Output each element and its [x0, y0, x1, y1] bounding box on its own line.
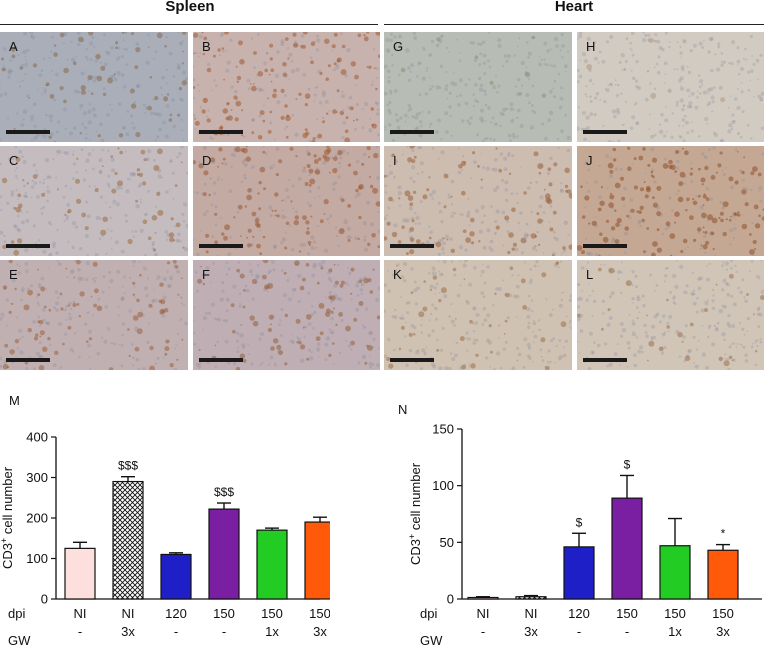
y-tick-label: 0 — [447, 592, 454, 607]
scale-bar — [583, 244, 627, 248]
scale-bar — [6, 130, 50, 134]
heart-rule — [384, 24, 764, 25]
micrograph-panel-H: H — [577, 32, 764, 142]
gw-row-label: GW — [420, 633, 443, 648]
bar — [304, 521, 330, 600]
x-tick-label-dpi: NI — [122, 606, 135, 621]
bar — [611, 497, 643, 600]
x-tick-label-dpi: 150 — [712, 606, 734, 621]
x-tick-label-dpi: 150 — [309, 606, 330, 621]
scale-bar — [6, 358, 50, 362]
chart-N: 0 50 100 150 CD3+ cell number dpi GW NI - NI 3x $12… — [407, 422, 762, 648]
significance-label: * — [721, 527, 726, 541]
bar — [659, 545, 691, 600]
bar — [256, 529, 288, 600]
bar — [208, 508, 240, 600]
micrograph-panel-G: G — [384, 32, 572, 142]
x-tick-label-gw: 1x — [265, 624, 279, 639]
bar — [112, 480, 144, 600]
spleen-rule — [0, 24, 378, 25]
x-tick-label-gw: - — [174, 624, 178, 639]
x-tick-label-gw: 1x — [668, 624, 682, 639]
y-tick-label: 50 — [440, 535, 454, 550]
micrograph-label-L: L — [586, 267, 594, 282]
bar — [515, 596, 547, 600]
significance-label: $$$ — [214, 485, 234, 499]
scale-bar — [390, 358, 434, 362]
x-tick-label-dpi: 150 — [213, 606, 235, 621]
x-tick-label-gw: - — [625, 624, 629, 639]
chart-M: 0 100 200 300 400 CD3+ cell number dpi GW NI - $$$… — [0, 430, 330, 648]
scale-bar — [6, 244, 50, 248]
bar — [160, 553, 192, 600]
x-tick-label-gw: 3x — [524, 624, 538, 639]
micrograph-label-J: J — [586, 153, 593, 168]
micrograph-label-B: B — [202, 39, 211, 54]
micrograph-label-F: F — [202, 267, 210, 282]
scale-bar — [199, 244, 243, 248]
micrograph-panel-D: D — [193, 146, 380, 256]
panel-label-N: N — [398, 402, 408, 417]
micrograph-panel-B: B — [193, 32, 380, 142]
x-tick-label-dpi: 150 — [616, 606, 638, 621]
y-tick-label: 100 — [26, 551, 48, 566]
x-tick-label-gw: 3x — [313, 624, 327, 639]
micrograph-label-I: I — [393, 153, 397, 168]
scale-bar — [390, 244, 434, 248]
micrograph-panel-A: A — [0, 32, 188, 142]
x-tick-label-dpi: 120 — [568, 606, 590, 621]
micrograph-label-D: D — [202, 153, 212, 168]
x-tick-label-dpi: 150 — [664, 606, 686, 621]
scale-bar — [390, 130, 434, 134]
micrograph-label-C: C — [9, 153, 19, 168]
bar — [707, 549, 739, 600]
significance-label: $$$ — [118, 459, 138, 473]
micrograph-panel-I: I — [384, 146, 572, 256]
y-tick-label: 150 — [432, 422, 454, 437]
x-tick-label-gw: 3x — [121, 624, 135, 639]
micrograph-panel-K: K — [384, 260, 572, 370]
y-axis-label: CD3+ cell number — [407, 462, 423, 565]
panel-label-M: M — [9, 393, 20, 408]
micrograph-label-E: E — [9, 267, 18, 282]
x-tick-label-dpi: NI — [477, 606, 490, 621]
x-tick-label-gw: - — [481, 624, 485, 639]
scale-bar — [583, 358, 627, 362]
micrograph-label-G: G — [393, 39, 404, 54]
micrograph-panel-E: E — [0, 260, 188, 370]
x-tick-label-gw: - — [222, 624, 226, 639]
spleen-header: Spleen — [165, 0, 215, 15]
micrograph-label-K: K — [393, 267, 402, 282]
significance-label: $ — [624, 457, 631, 471]
y-axis-label: CD3+ cell number — [0, 466, 15, 569]
dpi-row-label: dpi — [420, 606, 437, 621]
y-tick-label: 100 — [432, 478, 454, 493]
micrograph-panel-F: F — [193, 260, 380, 370]
micrograph-label-A: A — [9, 39, 18, 54]
scale-bar — [199, 130, 243, 134]
x-tick-label-dpi: NI — [74, 606, 87, 621]
y-tick-label: 0 — [41, 592, 48, 607]
heart-header: Heart — [554, 0, 594, 15]
dpi-row-label: dpi — [8, 606, 25, 621]
micrograph-panel-J: J — [577, 146, 764, 256]
scale-bar — [583, 130, 627, 134]
x-tick-label-gw: 3x — [716, 624, 730, 639]
x-tick-label-dpi: 120 — [165, 606, 187, 621]
bar — [64, 547, 96, 600]
x-tick-label-dpi: NI — [525, 606, 538, 621]
y-tick-label: 400 — [26, 430, 48, 445]
x-tick-label-gw: - — [577, 624, 581, 639]
bar — [563, 546, 595, 600]
scale-bar — [199, 358, 243, 362]
significance-label: $ — [576, 515, 583, 529]
micrograph-label-H: H — [586, 39, 596, 54]
micrograph-panel-C: C — [0, 146, 188, 256]
y-tick-label: 300 — [26, 470, 48, 485]
x-tick-label-gw: - — [78, 624, 82, 639]
gw-row-label: GW — [8, 633, 31, 648]
micrograph-panel-L: L — [577, 260, 764, 370]
y-tick-label: 200 — [26, 511, 48, 526]
x-tick-label-dpi: 150 — [261, 606, 283, 621]
